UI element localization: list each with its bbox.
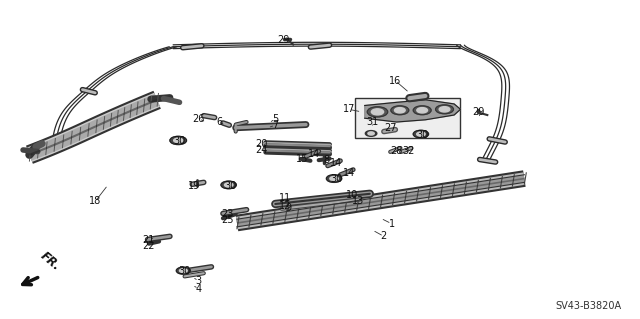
Circle shape xyxy=(436,105,454,114)
Circle shape xyxy=(394,108,405,113)
Text: 30: 30 xyxy=(330,174,342,184)
Text: 14: 14 xyxy=(342,168,355,178)
Text: 28: 28 xyxy=(390,145,403,156)
Text: 13: 13 xyxy=(352,197,364,206)
Text: 32: 32 xyxy=(402,145,414,156)
Text: FR.: FR. xyxy=(38,249,63,273)
Text: 7: 7 xyxy=(272,120,278,130)
Circle shape xyxy=(417,132,425,136)
Text: 20: 20 xyxy=(255,139,268,149)
Text: 24: 24 xyxy=(255,145,268,155)
Text: 22: 22 xyxy=(143,241,155,251)
Circle shape xyxy=(365,130,377,136)
Circle shape xyxy=(179,269,188,272)
Text: 4: 4 xyxy=(196,284,202,294)
Text: 29: 29 xyxy=(276,35,289,45)
Text: 25: 25 xyxy=(221,215,234,226)
Text: 8: 8 xyxy=(323,155,330,165)
Text: 26: 26 xyxy=(193,114,205,124)
Circle shape xyxy=(439,107,450,112)
Text: 2: 2 xyxy=(381,231,387,241)
Text: 18: 18 xyxy=(89,197,101,206)
FancyBboxPatch shape xyxy=(355,98,461,138)
Circle shape xyxy=(371,109,383,115)
Text: 14: 14 xyxy=(330,158,342,168)
Circle shape xyxy=(221,181,236,189)
Text: 21: 21 xyxy=(143,234,155,245)
Text: 30: 30 xyxy=(179,266,191,276)
Text: 30: 30 xyxy=(416,130,428,140)
Circle shape xyxy=(330,176,339,181)
Text: 17: 17 xyxy=(342,104,355,114)
Circle shape xyxy=(368,132,374,135)
Text: 12: 12 xyxy=(278,201,291,211)
Text: 29: 29 xyxy=(472,108,484,117)
Text: SV43-B3820A: SV43-B3820A xyxy=(555,301,621,311)
Text: 19: 19 xyxy=(188,181,200,190)
Text: 16: 16 xyxy=(389,76,401,86)
Circle shape xyxy=(417,108,428,113)
Circle shape xyxy=(367,107,388,117)
Text: 10: 10 xyxy=(346,190,358,200)
Text: 30: 30 xyxy=(225,181,237,190)
Text: 11: 11 xyxy=(279,193,291,203)
Circle shape xyxy=(176,267,190,274)
Circle shape xyxy=(413,130,429,138)
Text: 14: 14 xyxy=(307,149,320,159)
Circle shape xyxy=(413,106,431,115)
Circle shape xyxy=(170,136,186,145)
Text: 31: 31 xyxy=(366,117,378,127)
Circle shape xyxy=(391,106,409,115)
Text: 27: 27 xyxy=(384,123,397,133)
Circle shape xyxy=(225,183,233,187)
Text: 30: 30 xyxy=(173,136,186,146)
Polygon shape xyxy=(365,100,461,122)
Text: 6: 6 xyxy=(216,117,222,127)
Circle shape xyxy=(173,138,183,143)
Text: 5: 5 xyxy=(272,114,278,124)
Text: 1: 1 xyxy=(388,219,395,229)
Text: 9: 9 xyxy=(285,203,291,213)
Circle shape xyxy=(326,175,342,182)
Text: 23: 23 xyxy=(221,209,234,219)
Text: 15: 15 xyxy=(296,154,308,165)
Text: 3: 3 xyxy=(196,276,202,286)
